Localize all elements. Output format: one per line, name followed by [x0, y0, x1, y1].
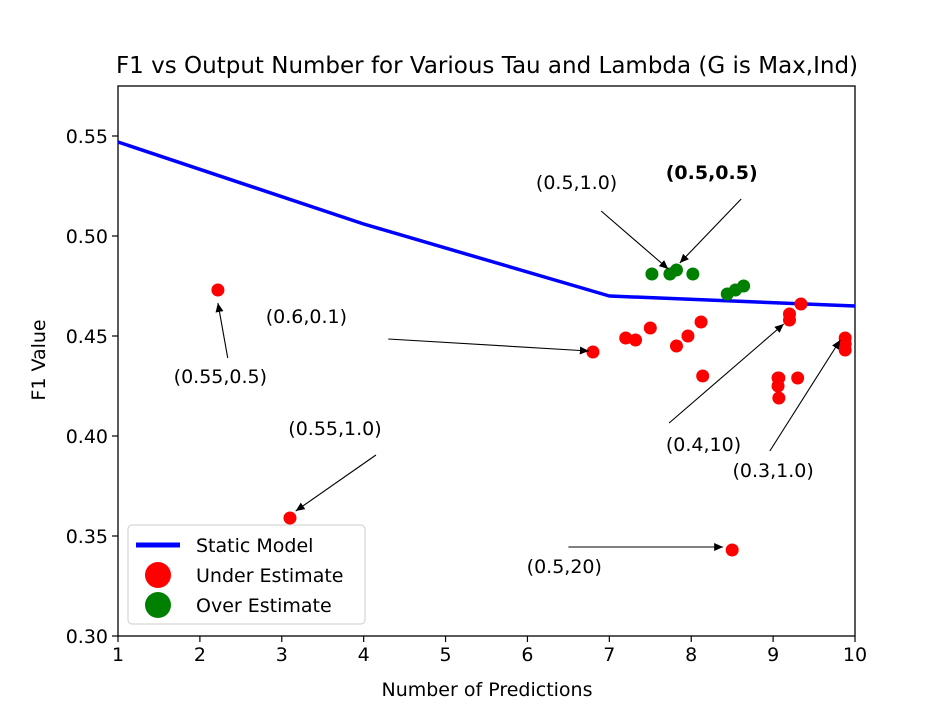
under-estimate-point: [794, 297, 808, 311]
legend-label: Under Estimate: [196, 565, 343, 587]
annotation-label: (0.4,10): [666, 434, 741, 456]
under-estimate-point: [791, 371, 805, 385]
over-estimate-point: [645, 267, 659, 281]
legend-under-swatch: [145, 562, 171, 588]
annotation-label: (0.6,0.1): [266, 306, 347, 328]
over-estimate-point: [686, 267, 700, 281]
under-estimate-point: [772, 391, 786, 405]
x-tick-label: 8: [685, 644, 697, 666]
under-estimate-point: [725, 543, 739, 557]
legend-over-swatch: [145, 592, 171, 618]
annotation-arrow: [769, 339, 841, 452]
under-estimate-point: [283, 511, 297, 525]
annotation-arrow: [679, 198, 742, 264]
under-estimate-point: [211, 283, 225, 297]
x-tick-label: 4: [358, 644, 370, 666]
chart-title: F1 vs Output Number for Various Tau and …: [116, 53, 858, 79]
y-tick-label: 0.55: [66, 126, 108, 148]
under-estimate-point: [586, 345, 600, 359]
x-tick-label: 3: [276, 644, 288, 666]
y-tick-label: 0.35: [66, 526, 108, 548]
under-estimate-point: [782, 313, 796, 327]
under-estimate-point: [838, 343, 852, 357]
y-tick-label: 0.45: [66, 326, 108, 348]
x-tick-label: 7: [603, 644, 615, 666]
under-estimate-point: [681, 329, 695, 343]
x-tick-label: 5: [440, 644, 452, 666]
legend-label: Static Model: [196, 535, 313, 557]
legend-label: Over Estimate: [196, 595, 332, 617]
annotation-label: (0.3,1.0): [732, 460, 813, 482]
y-tick-label: 0.40: [66, 426, 108, 448]
annotation-label: (0.5,20): [527, 556, 602, 578]
over-estimate-point: [737, 279, 751, 293]
plot-area: 1 2 3 4 5 6 7 8 9 10 0.30 0.35 0.40 0.45 0.50 0.55 (0.55…: [66, 85, 867, 666]
annotation-arrow: [295, 454, 377, 512]
under-estimate-point: [772, 371, 786, 385]
under-estimate-point: [629, 333, 643, 347]
annotation-arrow: [215, 302, 229, 359]
y-tick-label: 0.50: [66, 226, 108, 248]
annotation-arrow: [668, 323, 785, 424]
under-estimate-point: [696, 369, 710, 383]
under-estimate-point: [643, 321, 657, 335]
y-tick-label: 0.30: [66, 626, 108, 648]
plot-frame: [117, 85, 856, 637]
annotation-arrow: [600, 210, 669, 270]
annotation-label: (0.55,0.5): [174, 366, 267, 388]
x-axis-label: Number of Predictions: [381, 679, 592, 701]
x-tick-label: 10: [843, 644, 867, 666]
x-tick-label: 6: [521, 644, 533, 666]
y-axis-label: F1 Value: [28, 319, 50, 400]
annotation-label: (0.5,0.5): [666, 162, 758, 184]
annotation-arrow: [388, 338, 589, 355]
x-tick-label: 2: [194, 644, 206, 666]
over-estimate-point: [669, 263, 683, 277]
under-estimate-point: [694, 315, 708, 329]
under-estimate-point: [619, 331, 633, 345]
legend-box: [127, 524, 366, 625]
x-tick-label: 1: [112, 644, 124, 666]
x-tick-label: 9: [767, 644, 779, 666]
under-estimate-point: [669, 339, 683, 353]
static-model-line: [117, 140, 856, 308]
annotation-label: (0.55,1.0): [288, 418, 381, 440]
annotation-label: (0.5,1.0): [536, 172, 617, 194]
